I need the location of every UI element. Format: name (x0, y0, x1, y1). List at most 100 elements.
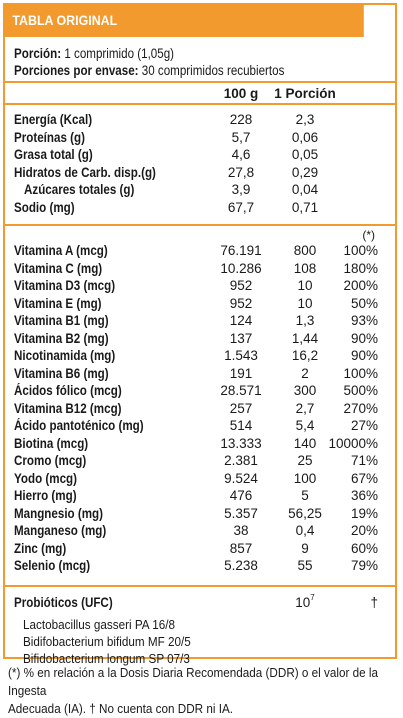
probiotics-mark: † (370, 594, 378, 610)
value-per-100g: 952 (229, 295, 253, 311)
table-row: Energía (Kcal) 228 2,3 (5, 111, 395, 129)
table-row: Vitamina B6 (mg) 191 2 100% (5, 365, 395, 383)
value-ddr-percent: 60% (350, 540, 378, 556)
value-per-portion: 16,2 (291, 348, 319, 363)
table-row: Biotina (mcg) 13.333 140 10000% (5, 435, 395, 453)
table-row: Selenio (mcg) 5.238 55 79% (5, 557, 395, 575)
divider (5, 103, 395, 105)
value-per-portion: 0,71 (291, 199, 319, 215)
portion-label: Porción: (14, 46, 62, 61)
value-ddr-percent: 67% (350, 470, 378, 486)
value-ddr-percent: 79% (350, 558, 378, 573)
table-row: Manganeso (mg) 38 0,4 20% (5, 522, 395, 540)
value-ddr-percent: 71% (350, 453, 378, 468)
value-per-portion: 9 (301, 540, 309, 556)
probiotics-value: 107 (269, 592, 341, 610)
value-per-portion: 300 (293, 383, 317, 398)
nutrient-label: Vitamina E (mg) (14, 295, 102, 311)
table-row: Ácidos fólico (mcg) 28.571 300 500% (5, 382, 395, 400)
table-row: Grasa total (g) 4,6 0,05 (5, 146, 395, 164)
value-per-100g: 27,8 (227, 164, 255, 180)
value-per-100g: 5.357 (224, 505, 258, 521)
divider (5, 224, 395, 226)
probiotics-base: 10 (295, 594, 311, 610)
nutrient-label: Manganeso (mg) (14, 523, 107, 538)
nutrient-label: Vitamina C (mg) (14, 260, 103, 276)
value-per-100g: 137 (229, 330, 253, 346)
value-per-portion: 2,3 (295, 112, 315, 127)
value-per-100g: 28.571 (220, 383, 262, 398)
value-per-100g: 1.543 (224, 348, 258, 363)
value-per-portion: 108 (293, 260, 317, 276)
nutrient-label: Vitamina B12 (mcg) (14, 400, 122, 416)
value-ddr-percent: 180% (343, 260, 378, 276)
value-per-100g: 38 (233, 523, 249, 538)
value-ddr-percent: 20% (350, 523, 378, 538)
table-row: Vitamina C (mg) 10.286 108 180% (5, 260, 395, 278)
value-per-portion: 10 (297, 295, 313, 311)
divider (5, 584, 395, 587)
nutrient-label: Proteínas (g) (14, 129, 85, 145)
nutrient-label: Vitamina B2 (mg) (14, 330, 109, 346)
nutrient-label: Vitamina A (mcg) (14, 243, 108, 258)
nutrient-label: Ácidos fólico (mcg) (14, 383, 122, 398)
value-per-100g: 2.381 (224, 453, 258, 468)
footnote-line-1: (*) % en relación a la Dosis Diaria Reco… (8, 665, 379, 698)
probiotics-exponent: 7 (310, 592, 315, 602)
strain-item: Bidifobacterium bifidum MF 20/5 (23, 633, 191, 649)
value-ddr-percent: 27% (350, 418, 378, 433)
table-title: TABLA ORIGINAL (5, 5, 364, 37)
ddr-marker: (*) (362, 228, 375, 242)
value-ddr-percent: 50% (350, 295, 378, 311)
value-per-100g: 10.286 (220, 260, 262, 276)
value-per-portion: 800 (293, 243, 317, 258)
nutrient-label: Vitamina B1 (mg) (14, 313, 109, 328)
value-per-portion: 55 (297, 558, 313, 573)
strain-item: Bifidobacterium longum SP 07/3 (23, 650, 190, 666)
value-per-100g: 4,6 (231, 147, 251, 162)
value-per-portion: 10 (297, 278, 313, 293)
table-row: Cromo (mcg) 2.381 25 71% (5, 452, 395, 470)
value-per-100g: 9.524 (224, 470, 258, 486)
value-per-portion: 56,25 (288, 505, 322, 521)
value-ddr-percent: 270% (343, 400, 378, 416)
nutrition-table: TABLA ORIGINAL Porción: 1 comprimido (1,… (3, 3, 397, 666)
value-per-portion: 5,4 (295, 418, 315, 433)
value-per-100g: 5,7 (231, 129, 251, 145)
value-per-100g: 13.333 (220, 435, 262, 451)
table-row: Vitamina E (mg) 952 10 50% (5, 295, 395, 313)
value-per-100g: 228 (229, 112, 253, 127)
value-per-portion: 1,3 (295, 313, 315, 328)
nutrient-label: Vitamina D3 (mcg) (14, 278, 116, 293)
per-pack-row: Porciones por envase: 30 comprimidos rec… (14, 62, 342, 79)
macro-rows: Energía (Kcal) 228 2,3 Proteínas (g) 5,7 0,06… (5, 105, 395, 216)
table-row: Vitamina D3 (mcg) 952 10 200% (5, 277, 395, 295)
nutrient-label: Biotina (mcg) (14, 435, 89, 451)
ddr-header: (*) (5, 226, 395, 242)
per-pack-label: Porciones por envase: (14, 63, 139, 78)
value-per-portion: 100 (293, 470, 317, 486)
portion-row: Porción: 1 comprimido (1,05g) (14, 45, 342, 62)
probiotics-label: Probióticos (UFC) (14, 594, 113, 610)
nutrient-label: Sodio (mg) (14, 199, 75, 215)
table-row: Ácido pantoténico (mg) 514 5,4 27% (5, 417, 395, 435)
table-row: Azúcares totales (g) 3,9 0,04 (5, 181, 395, 199)
value-per-portion: 0,06 (291, 129, 319, 145)
value-per-100g: 857 (229, 540, 253, 556)
value-per-portion: 2 (301, 365, 309, 381)
nutrient-label: Yodo (mcg) (14, 470, 77, 486)
value-per-100g: 191 (229, 365, 253, 381)
value-per-portion: 1,44 (291, 330, 319, 346)
serving-info: Porción: 1 comprimido (1,05g) Porciones … (5, 37, 395, 81)
value-per-portion: 0,4 (295, 523, 315, 538)
value-per-portion: 2,7 (295, 400, 315, 416)
table-row: Sodio (mg) 67,7 0,71 (5, 199, 395, 217)
table-row: Mangnesio (mg) 5.357 56,25 19% (5, 505, 395, 523)
value-ddr-percent: 10000% (328, 435, 378, 451)
value-per-100g: 514 (229, 418, 253, 433)
nutrient-label: Grasa total (g) (14, 147, 93, 162)
nutrient-label: Hierro (mg) (14, 488, 77, 503)
value-per-100g: 67,7 (227, 199, 255, 215)
value-ddr-percent: 200% (343, 278, 378, 293)
value-ddr-percent: 93% (350, 313, 378, 328)
